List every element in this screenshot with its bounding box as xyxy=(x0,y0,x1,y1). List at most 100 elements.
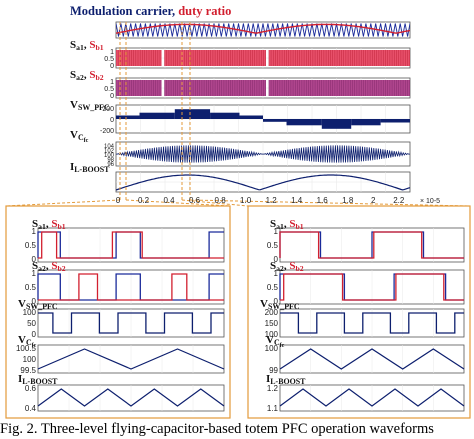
gate-pulse xyxy=(280,273,464,301)
tick-label: 99.5 xyxy=(20,366,36,375)
switch-voltage-block xyxy=(116,115,140,119)
switch-voltage-wave xyxy=(280,312,464,334)
tick-label: 0 xyxy=(32,330,37,339)
signal-label: VSW_PFC xyxy=(70,99,110,112)
signal-label: VSW_PFC xyxy=(260,298,300,311)
x-tick-label: 0.6 xyxy=(189,196,201,205)
top-panel: Modulation carrier, duty ratio Sa1, Sb1 S… xyxy=(5,4,471,207)
tick-label: 0 xyxy=(110,93,114,100)
capacitor-voltage-wave xyxy=(279,348,465,370)
zoom-right-panel: Sa1, Sb1 Sa2, Sb2 VSW_PFC VCfc IL-BOOST 1 0.5 0… xyxy=(247,205,471,419)
tick-label: 1 xyxy=(274,269,279,278)
tick-label: 102 xyxy=(104,149,115,155)
tick-label: 0.6 xyxy=(25,384,37,393)
zoom-guides xyxy=(5,22,471,207)
signal-label: Sa1, Sb1 xyxy=(32,218,66,231)
tick-label: 99 xyxy=(269,366,278,375)
top-subplot-frames xyxy=(115,21,411,193)
tick-label: 1 xyxy=(32,269,37,278)
gate-pulse xyxy=(279,231,464,259)
signal-label: IL-BOOST xyxy=(70,161,110,174)
gate-pulse xyxy=(38,231,224,259)
switch-voltage-block xyxy=(239,115,263,119)
x-tick-label: 1.4 xyxy=(291,196,303,205)
x-multiplier: × 10-5 xyxy=(420,198,440,205)
x-tick-label: 0 xyxy=(116,196,121,205)
inductor-current xyxy=(116,174,410,191)
signal-label: Sa2, Sb2 xyxy=(270,260,304,273)
tick-label: 1 xyxy=(110,79,114,86)
capacitor-voltage-wave xyxy=(37,348,225,370)
tick-label: 0.5 xyxy=(25,241,37,250)
signal-label: Sa1, Sb1 xyxy=(270,218,304,231)
tick-label: 1.1 xyxy=(267,404,279,413)
tick-label: 1 xyxy=(274,227,279,236)
top-title: Modulation carrier, duty ratio xyxy=(70,4,231,18)
x-tick-label: 1.0 xyxy=(240,196,252,205)
zoom-left-panel: Sa1, Sb1 Sa2, Sb2 VSW_PFC VCfc IL-BOOST 1 0.5 0… xyxy=(5,205,231,419)
signal-label: VCfc xyxy=(70,129,89,144)
tick-label: 0.5 xyxy=(267,241,279,250)
x-tick-label: 0.8 xyxy=(215,196,227,205)
tick-label: 100 xyxy=(265,330,279,339)
x-tick-label: 1.2 xyxy=(266,196,278,205)
x-tick-label: 0.2 xyxy=(138,196,150,205)
x-tick-label: 2 xyxy=(371,196,376,205)
switch-voltage-block xyxy=(174,109,211,119)
tick-label: 0 xyxy=(32,297,37,306)
tick-label: 1 xyxy=(32,227,37,236)
signal-label: VCfc xyxy=(266,334,285,349)
top-title-part2: duty ratio xyxy=(178,4,231,18)
tick-label: 0.5 xyxy=(104,56,114,63)
tick-label: 0 xyxy=(110,117,114,124)
tick-label: 200 xyxy=(265,308,279,317)
tick-label: 100 xyxy=(265,344,279,353)
tick-label: 0.5 xyxy=(267,283,279,292)
top-title-part1: Modulation carrier, xyxy=(70,4,178,18)
tick-label: 50 xyxy=(27,319,36,328)
switch-voltage-block xyxy=(351,119,381,126)
x-tick-label: 2.2 xyxy=(393,196,405,205)
signal-label: VSW_PFC xyxy=(18,298,58,311)
zoom-left-content: Sa1, Sb1 Sa2, Sb2 VSW_PFC VCfc IL-BOOST 1 0.5 0… xyxy=(16,218,225,413)
inductor-current-wave xyxy=(37,388,225,407)
switch-voltage-block xyxy=(321,119,352,129)
gate-pulse xyxy=(37,273,224,301)
signal-label: VCfc xyxy=(18,334,37,349)
switching-band xyxy=(116,50,162,66)
tick-label: 0.5 xyxy=(104,86,114,93)
capacitor-voltage-ripple xyxy=(116,145,410,163)
top-x-axis: 0 0.2 0.4 0.6 0.8 1.0 1.2 1.4 1.6 1.8 2 2.2 × 10-5 xyxy=(116,196,440,205)
tick-label: 0 xyxy=(274,255,279,264)
signal-label: IL-BOOST xyxy=(266,373,306,386)
signal-label: IL-BOOST xyxy=(18,373,58,386)
tick-label: 100 xyxy=(104,153,115,159)
carrier-wave xyxy=(116,23,410,37)
tick-label: 0 xyxy=(110,63,114,70)
switch-voltage-block xyxy=(210,112,240,119)
tick-label: 98 xyxy=(107,158,114,164)
switch-voltage-wave xyxy=(38,312,224,334)
tick-label: 0 xyxy=(274,297,279,306)
tick-label: 100 xyxy=(23,308,37,317)
tick-label: 0 xyxy=(32,255,37,264)
switching-band xyxy=(116,80,162,96)
tick-label: 96 xyxy=(107,162,114,168)
tick-label: 1.2 xyxy=(267,384,279,393)
inductor-current-wave xyxy=(279,388,465,407)
duty-ratio-wave xyxy=(116,23,410,34)
tick-label: -200 xyxy=(100,128,114,135)
signal-label: Sa2, Sb2 xyxy=(70,69,104,82)
tick-label: 0.5 xyxy=(25,283,37,292)
switch-voltage-block xyxy=(286,119,322,126)
switch-voltage-block xyxy=(263,119,287,122)
figure-caption: Fig. 2. Three-level flying-capacitor-bas… xyxy=(0,421,434,437)
x-tick-label: 1.6 xyxy=(317,196,329,205)
signal-label: Sa1, Sb1 xyxy=(70,39,104,52)
zoom-right-content: Sa1, Sb1 Sa2, Sb2 VSW_PFC VCfc IL-BOOST 1 0.5 0… xyxy=(260,218,465,413)
x-tick-label: 0.4 xyxy=(163,196,175,205)
tick-label: 104 xyxy=(104,144,115,150)
tick-label: 150 xyxy=(265,319,279,328)
gate-pulse xyxy=(38,273,224,301)
